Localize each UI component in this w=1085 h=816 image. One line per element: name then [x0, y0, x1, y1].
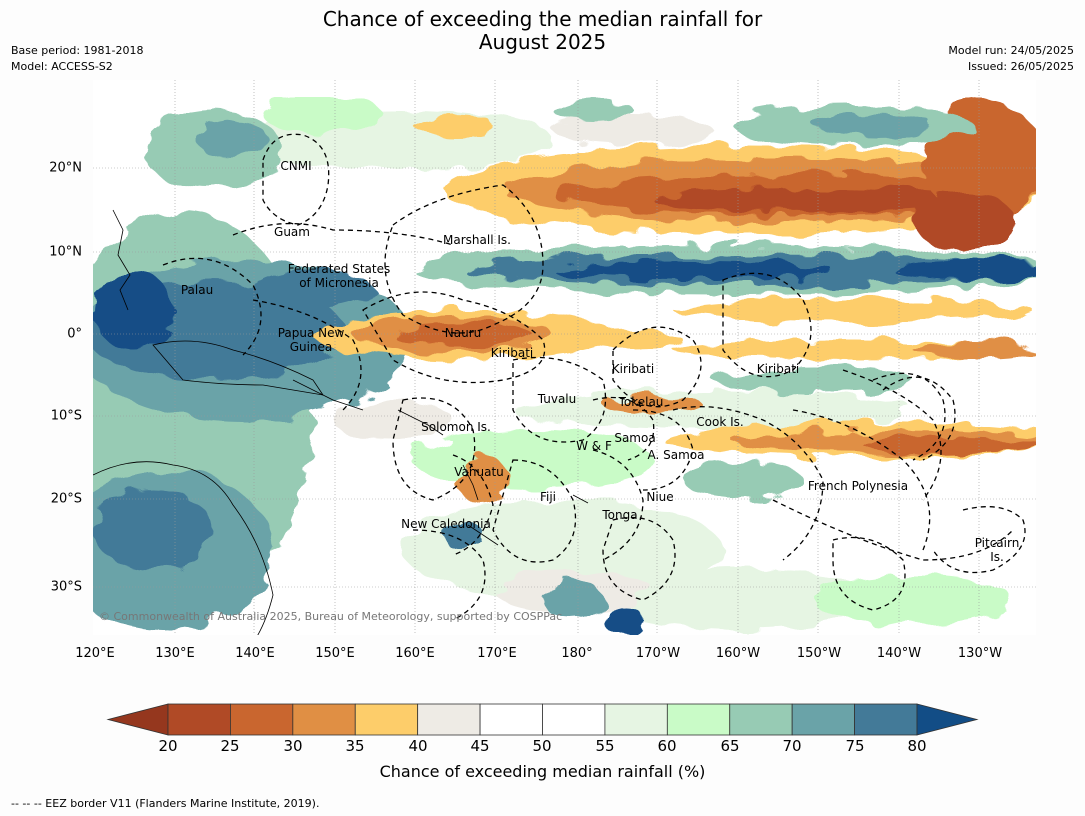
colorbar	[106, 703, 979, 736]
place-label: Fiji	[539, 490, 557, 504]
place-label: Palau	[180, 283, 214, 297]
place-label: Tokelau	[618, 395, 664, 409]
place-label: Kiribati	[756, 362, 800, 376]
place-label: A. Samoa	[647, 448, 705, 462]
place-label: Solomon Is.	[421, 420, 491, 434]
copyright-notice: © Commonwealth of Australia 2025, Bureau…	[99, 610, 563, 623]
probability-field	[93, 97, 1036, 635]
map-title-line2: August 2025	[478, 30, 607, 54]
place-label: Cook Is.	[696, 415, 744, 429]
lat-label: 20°S	[50, 491, 82, 507]
colorbar-segment	[604, 703, 668, 736]
colorbar-segment	[417, 703, 481, 736]
lon-label: 150°W	[796, 646, 842, 661]
place-label: Kiribati	[611, 362, 655, 376]
place-label: W & F	[576, 439, 612, 453]
colorbar-tick: 30	[283, 737, 303, 755]
colorbar-tick: 80	[907, 737, 927, 755]
colorbar-over-triangle	[916, 703, 979, 736]
eez-legend: -- -- -- EEZ border V11 (Flanders Marine…	[11, 797, 320, 810]
colorbar-tick: 25	[220, 737, 240, 755]
colorbar-segment	[791, 703, 855, 736]
colorbar-segment	[666, 703, 731, 736]
colorbar-segment	[167, 703, 231, 736]
colorbar-under-triangle	[106, 703, 169, 736]
lat-label: 10°S	[50, 408, 82, 424]
place-label: New Caledonia	[401, 517, 491, 531]
place-label: Guam	[274, 225, 310, 239]
model-text: Model: ACCESS-S2	[11, 60, 113, 73]
colorbar-segment	[729, 703, 793, 736]
lat-label: 10°N	[49, 244, 82, 260]
lon-label: 170°W	[635, 646, 681, 661]
place-label: CNMI	[280, 159, 312, 173]
lon-label: 160°W	[715, 646, 761, 661]
place-label: Tuvalu	[537, 392, 577, 406]
colorbar-tick: 75	[845, 737, 865, 755]
place-label: French Polynesia	[807, 479, 909, 493]
colorbar-tick: 50	[532, 737, 552, 755]
lon-label: 130°W	[957, 646, 1003, 661]
place-label: Marshall Is.	[443, 233, 511, 247]
rainfall-map	[93, 80, 1036, 635]
lon-label: 140°W	[876, 646, 922, 661]
colorbar-tick: 40	[408, 737, 428, 755]
colorbar-tick: 35	[345, 737, 365, 755]
place-label: Nauru	[444, 326, 482, 340]
colorbar-label: Chance of exceeding median rainfall (%)	[379, 762, 706, 781]
lon-label: 130°E	[155, 646, 195, 661]
colorbar-segment	[354, 703, 419, 736]
colorbar-segment	[292, 703, 356, 736]
model-run-text: Model run: 24/05/2025	[948, 44, 1074, 57]
colorbar-segment	[542, 703, 606, 736]
lon-label: 160°E	[395, 646, 435, 661]
lon-label: 180°	[561, 646, 593, 661]
place-label: Niue	[646, 490, 674, 504]
place-label: Samoa	[614, 431, 656, 445]
lon-label: 170°E	[477, 646, 517, 661]
place-label: Papua New Guinea	[277, 326, 345, 354]
lon-label: 150°E	[315, 646, 355, 661]
colorbar-segment	[854, 703, 918, 736]
place-label: Kiribati	[490, 346, 534, 360]
eez-borders	[162, 133, 1026, 621]
lat-label: 20°N	[49, 160, 82, 176]
place-label: Tonga	[602, 508, 638, 522]
colorbar-segment	[230, 703, 294, 736]
colorbar-segments	[167, 703, 918, 736]
lat-label: 0°	[67, 326, 82, 342]
colorbar-tick: 70	[782, 737, 802, 755]
colorbar-tick: 20	[158, 737, 178, 755]
lon-label: 120°E	[75, 646, 115, 661]
lon-label: 140°E	[235, 646, 275, 661]
place-label: Pitcairn Is.	[974, 536, 1020, 564]
coastlines	[93, 209, 589, 635]
lat-label: 30°S	[50, 579, 82, 595]
colorbar-tick: 65	[720, 737, 740, 755]
issued-text: Issued: 26/05/2025	[967, 60, 1074, 73]
place-label: Federated States of Micronesia	[287, 262, 391, 290]
map-title-line1: Chance of exceeding the median rainfall …	[322, 7, 763, 31]
map-gridlines	[93, 80, 1036, 635]
colorbar-tick: 60	[657, 737, 677, 755]
colorbar-segment	[479, 703, 543, 736]
colorbar-tick: 55	[595, 737, 615, 755]
base-period-text: Base period: 1981-2018	[11, 44, 144, 57]
colorbar-tick: 45	[470, 737, 490, 755]
place-label: Vanuatu	[454, 465, 504, 479]
